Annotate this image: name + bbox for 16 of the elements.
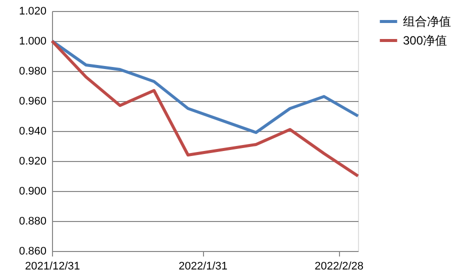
y-tick-label: 0.920 [18, 156, 46, 168]
x-tick-label: 2021/12/31 [24, 260, 80, 272]
legend-label: 300净值 [403, 34, 448, 48]
y-tick-label: 0.900 [18, 186, 46, 198]
y-tick-label: 0.980 [18, 66, 46, 78]
y-tick-label: 1.000 [18, 36, 46, 48]
x-tick-label: 2022/1/31 [178, 260, 228, 272]
legend-label: 组合净值 [403, 14, 451, 28]
x-tick-label: 2022/2/28 [314, 260, 364, 272]
line-series [50, 40, 360, 134]
line-series [50, 40, 360, 178]
y-tick-label: 1.020 [18, 6, 46, 18]
y-tick-label: 0.940 [18, 126, 46, 138]
y-tick-label: 0.960 [18, 96, 46, 108]
y-tick-label: 0.860 [18, 246, 46, 258]
y-tick-label: 0.880 [18, 216, 46, 228]
